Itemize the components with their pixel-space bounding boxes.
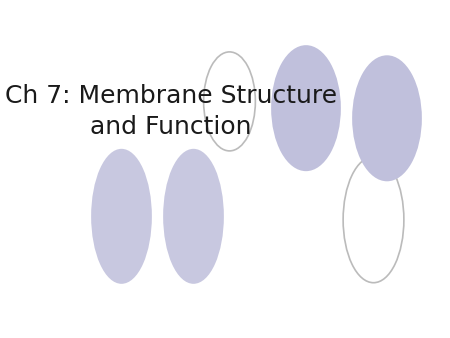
Ellipse shape — [271, 45, 341, 171]
Ellipse shape — [352, 55, 422, 181]
Text: Ch 7: Membrane Structure
and Function: Ch 7: Membrane Structure and Function — [5, 84, 337, 139]
Ellipse shape — [163, 149, 224, 284]
Ellipse shape — [91, 149, 152, 284]
